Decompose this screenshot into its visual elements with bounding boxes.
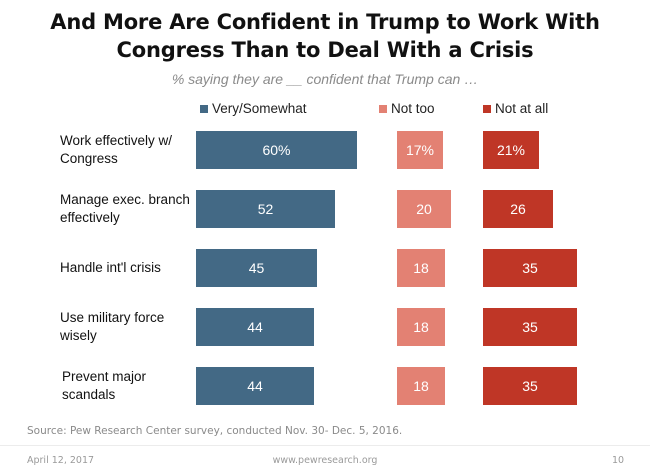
bar-value-label: 60% xyxy=(262,142,291,158)
bar-value-label: 21% xyxy=(496,142,526,158)
category-label: Prevent major scandals xyxy=(62,369,147,402)
legend-swatch xyxy=(200,104,208,113)
bar-not-at-all: 35 xyxy=(483,308,577,346)
bar-not-too: 18 xyxy=(397,249,445,287)
category-label: Handle int'l crisis xyxy=(60,260,161,275)
chart-subtitle: % saying they are __ confident that Trum… xyxy=(171,71,479,87)
footer-page-number: 10 xyxy=(612,455,625,466)
bar-value-label: 35 xyxy=(522,260,538,276)
bar-very-somewhat: 44 xyxy=(196,308,314,346)
bar-value-label: 17% xyxy=(405,142,435,158)
category-label: Use military force wisely xyxy=(60,310,165,343)
bar-value-label: 44 xyxy=(247,378,263,394)
legend-item: Not too xyxy=(379,101,435,116)
legend-label: Very/Somewhat xyxy=(212,101,307,116)
bar-very-somewhat: 60% xyxy=(196,131,357,169)
bar-not-at-all: 35 xyxy=(483,367,577,405)
legend-label: Not at all xyxy=(495,101,549,116)
bar-very-somewhat: 44 xyxy=(196,367,314,405)
footer-divider xyxy=(0,445,650,446)
bar-very-somewhat: 45 xyxy=(196,249,317,287)
bar-value-label: 18 xyxy=(413,319,429,335)
bar-value-label: 18 xyxy=(413,378,429,394)
legend-label: Not too xyxy=(391,101,435,116)
bar-not-at-all: 35 xyxy=(483,249,577,287)
bar-very-somewhat: 52 xyxy=(196,190,335,228)
category-label: Work effectively w/Congress xyxy=(60,133,173,166)
bar-value-label: 20 xyxy=(416,201,432,217)
category-label: Manage exec. branch effectively xyxy=(60,192,190,225)
footer-date: April 12, 2017 xyxy=(27,455,95,466)
bar-value-label: 44 xyxy=(247,319,263,335)
bar-value-label: 52 xyxy=(257,201,274,217)
bar-not-too: 17% xyxy=(397,131,443,169)
bar-not-at-all: 21% xyxy=(483,131,539,169)
bar-not-too: 18 xyxy=(397,308,445,346)
bar-not-at-all: 26 xyxy=(483,190,553,228)
legend-swatch xyxy=(483,104,491,113)
bar-value-label: 35 xyxy=(522,378,538,394)
legend-swatch xyxy=(379,104,387,113)
legend-item: Very/Somewhat xyxy=(200,101,307,116)
footer-url[interactable]: www.pewresearch.org xyxy=(272,455,378,466)
bar-value-label: 45 xyxy=(248,260,265,276)
chart-title: And More Are Confident in Trump to Work … xyxy=(50,10,600,62)
legend-item: Not at all xyxy=(483,101,548,116)
bar-not-too: 18 xyxy=(397,367,445,405)
bar-value-label: 35 xyxy=(522,319,538,335)
bar-value-label: 26 xyxy=(510,201,526,217)
bar-not-too: 20 xyxy=(397,190,451,228)
bar-value-label: 18 xyxy=(413,260,429,276)
source-note: Source: Pew Research Center survey, cond… xyxy=(27,425,403,437)
